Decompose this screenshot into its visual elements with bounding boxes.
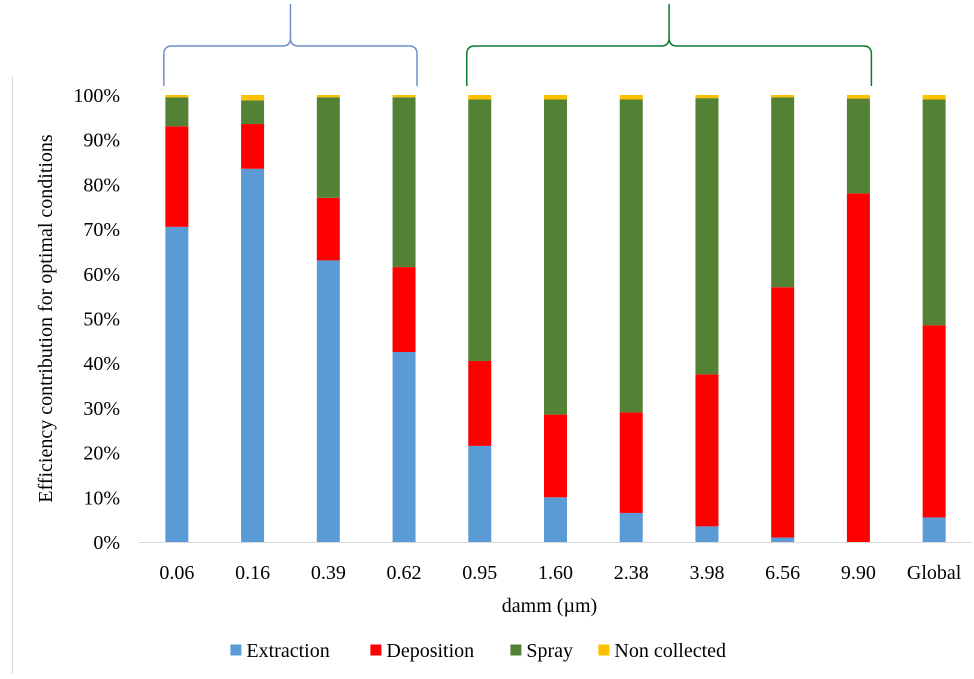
x-tick-label: Global xyxy=(907,562,962,584)
x-tick-label: 0.06 xyxy=(159,562,194,584)
y-tick-label: 60% xyxy=(83,264,120,286)
legend-item: Deposition xyxy=(370,640,474,662)
bar-segment-spray xyxy=(771,97,794,287)
legend-swatch xyxy=(598,645,609,656)
bar-segment-deposition xyxy=(620,412,643,513)
bar-stack xyxy=(468,95,491,542)
bar-segment-non-collected xyxy=(317,95,340,97)
bar-segment-non-collected xyxy=(468,95,491,99)
y-tick-label: 80% xyxy=(83,174,120,196)
bar-segment-deposition xyxy=(165,126,188,227)
x-axis-tick-labels: 0.06 0.16 0.39 0.62 0.95 1.60 2.38 3.98 6.56 9.90… xyxy=(159,562,961,584)
x-tick-label: 0.16 xyxy=(235,562,270,584)
bar-segment-deposition xyxy=(241,124,264,169)
bar-stack xyxy=(695,95,718,542)
bar-segment-deposition xyxy=(544,415,567,498)
bar-segment-deposition xyxy=(923,325,946,517)
bar-segment-extraction xyxy=(771,538,794,542)
legend-label: Spray xyxy=(526,640,573,662)
y-axis-tick-labels: 0% 10% 20% 30% 40% 50% 60% 70% 80% 90% 100% xyxy=(73,85,120,554)
bar-segment-non-collected xyxy=(393,95,416,97)
bar-stack xyxy=(923,95,946,542)
legend-label: Deposition xyxy=(386,640,474,662)
legend-item: Non collected xyxy=(598,640,726,662)
bar-stack xyxy=(771,95,794,542)
bar-segment-spray xyxy=(468,99,491,360)
bar-segment-extraction xyxy=(241,169,264,542)
bar-segment-extraction xyxy=(393,352,416,542)
bar-stack xyxy=(241,95,264,542)
bar-stack xyxy=(165,95,188,542)
y-tick-label: 20% xyxy=(83,443,120,465)
y-tick-label: 10% xyxy=(83,487,120,509)
y-tick-label: 90% xyxy=(83,130,120,152)
bar-plot-area xyxy=(165,95,945,542)
bar-segment-extraction xyxy=(695,526,718,542)
bar-segment-spray xyxy=(847,99,870,194)
x-tick-label: 2.38 xyxy=(614,562,649,584)
legend-swatch xyxy=(230,645,241,656)
bar-segment-deposition xyxy=(468,361,491,446)
x-tick-label: 3.98 xyxy=(689,562,724,584)
x-tick-label: 0.39 xyxy=(311,562,346,584)
legend-label: Extraction xyxy=(246,640,329,662)
bar-segment-spray xyxy=(317,97,340,198)
bar-segment-spray xyxy=(241,100,264,124)
bar-segment-deposition xyxy=(695,374,718,526)
legend-item: Extraction xyxy=(230,640,329,662)
y-tick-label: 0% xyxy=(93,532,120,554)
y-axis-title: Efficiency contribution for optimal cond… xyxy=(35,134,57,503)
y-tick-label: 40% xyxy=(83,353,120,375)
bar-segment-extraction xyxy=(165,227,188,542)
group-brace xyxy=(164,4,417,86)
bar-segment-extraction xyxy=(544,497,567,542)
x-tick-label: 0.62 xyxy=(387,562,422,584)
legend-label: Non collected xyxy=(614,640,726,662)
legend-item: Spray xyxy=(510,640,573,662)
bar-stack xyxy=(393,95,416,542)
y-tick-label: 30% xyxy=(83,398,120,420)
bar-stack xyxy=(544,95,567,542)
bar-stack xyxy=(317,95,340,542)
x-tick-label: 1.60 xyxy=(538,562,573,584)
bar-segment-deposition xyxy=(847,193,870,542)
bar-segment-spray xyxy=(393,97,416,267)
bar-segment-non-collected xyxy=(165,95,188,97)
bar-stack xyxy=(847,95,870,542)
bar-segment-non-collected xyxy=(923,95,946,99)
bar-segment-non-collected xyxy=(847,95,870,99)
bar-segment-extraction xyxy=(923,517,946,542)
y-tick-label: 70% xyxy=(83,219,120,241)
legend-swatch xyxy=(510,645,521,656)
bar-segment-non-collected xyxy=(771,95,794,97)
bar-stack xyxy=(620,95,643,542)
x-tick-label: 6.56 xyxy=(765,562,800,584)
group-brace xyxy=(467,4,872,86)
bar-segment-spray xyxy=(544,99,567,414)
bar-segment-spray xyxy=(165,97,188,126)
bar-segment-extraction xyxy=(468,446,491,542)
x-tick-label: 0.95 xyxy=(462,562,497,584)
bar-segment-deposition xyxy=(393,267,416,352)
bar-segment-extraction xyxy=(317,260,340,542)
bar-segment-spray xyxy=(695,98,718,374)
bar-segment-deposition xyxy=(771,287,794,537)
y-tick-label: 50% xyxy=(83,309,120,331)
legend-swatch xyxy=(370,645,381,656)
x-axis-title: damm (µm) xyxy=(502,595,597,617)
bar-segment-non-collected xyxy=(241,95,264,100)
group-braces xyxy=(164,4,872,86)
bar-segment-non-collected xyxy=(620,95,643,99)
bar-segment-spray xyxy=(620,99,643,412)
bar-segment-non-collected xyxy=(544,95,567,99)
bar-segment-deposition xyxy=(317,198,340,261)
bar-segment-spray xyxy=(923,99,946,325)
bar-segment-extraction xyxy=(620,513,643,542)
x-tick-label: 9.90 xyxy=(841,562,876,584)
y-tick-label: 100% xyxy=(73,85,120,107)
legend: Extraction Deposition Spray Non collected xyxy=(230,640,726,662)
bar-segment-non-collected xyxy=(695,95,718,98)
